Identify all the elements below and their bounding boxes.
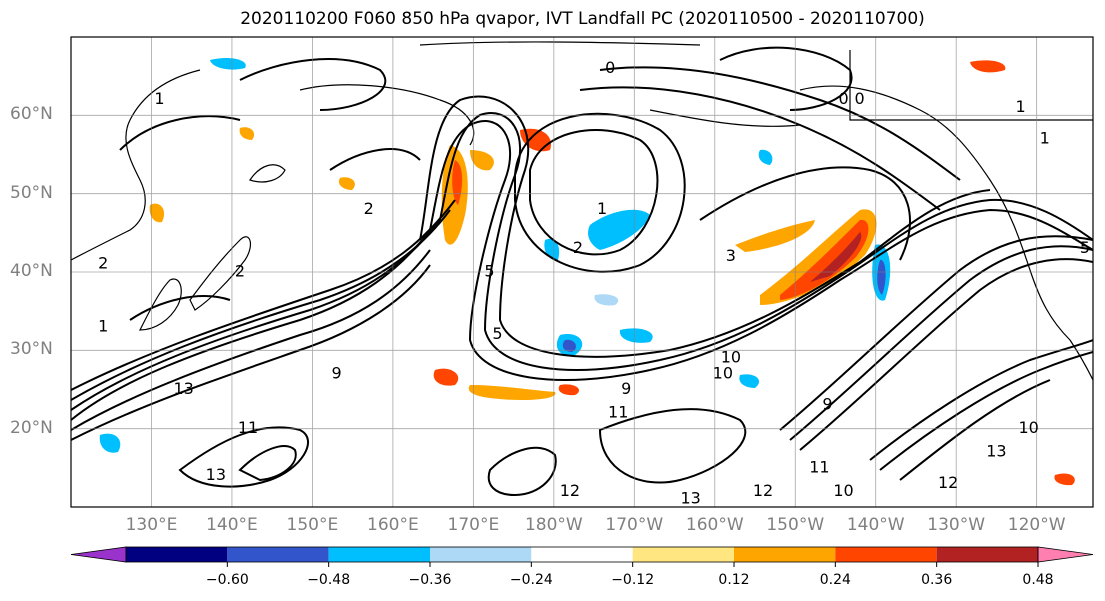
colorbar-segment <box>531 547 633 562</box>
contour-label: 13 <box>206 465 226 484</box>
latitude-label: 50°N <box>10 182 53 203</box>
contour-label: 9 <box>621 379 631 398</box>
contour-label: 2 <box>235 262 245 281</box>
longitude-label: 140°E <box>206 515 258 535</box>
longitude-label: 120°W <box>1007 515 1066 535</box>
contour-label: 9 <box>822 395 832 414</box>
contour-label: 12 <box>560 481 580 500</box>
colorbar-tick-label: −0.36 <box>408 572 452 588</box>
longitude-label: 160°W <box>685 515 744 535</box>
latitude-label: 40°N <box>10 261 53 281</box>
colorbar-segment <box>126 547 228 562</box>
colorbar-segment <box>835 547 937 562</box>
contour-label: 9 <box>331 363 341 382</box>
longitude-label: 160°E <box>367 515 419 535</box>
contour-label: 1 <box>154 89 164 108</box>
contour-label: 5 <box>484 262 494 281</box>
contour-label: 3 <box>726 246 736 265</box>
contour-label: 1 <box>1040 128 1050 147</box>
colorbar-segment <box>227 547 329 562</box>
colorbar-tick-label: 0.36 <box>921 572 953 588</box>
colorbar-extend-high <box>1037 546 1094 563</box>
contour-label: 13 <box>680 489 700 508</box>
colorbar-tick-label: −0.24 <box>509 572 553 588</box>
longitude-label: 130°W <box>927 515 986 535</box>
coastlines <box>71 41 1093 381</box>
contour-label: 10 <box>721 348 741 367</box>
contour-label: 10 <box>1018 418 1038 437</box>
contour-label: 11 <box>809 457 829 476</box>
colorbar-extend-low <box>70 546 127 563</box>
colorbar-tick-label: −0.60 <box>205 572 249 588</box>
longitude-label: 170°W <box>605 515 664 535</box>
contour-label: 0 <box>855 89 865 108</box>
contour-label: 12 <box>753 481 773 500</box>
contour-label: 11 <box>608 403 628 422</box>
longitude-label: 170°E <box>447 515 500 535</box>
colorbar-segment <box>734 547 836 562</box>
colorbar-tick-label: 0.24 <box>819 572 851 588</box>
contour-label: 2 <box>573 238 583 257</box>
map-title: 2020110200 F060 850 hPa qvapor, IVT Land… <box>240 9 925 29</box>
contour-label: 2 <box>364 199 374 218</box>
longitude-label: 150°E <box>286 515 339 535</box>
colorbar-segment <box>430 547 532 562</box>
latitude-label: 30°N <box>10 339 53 360</box>
longitude-label: 130°E <box>125 515 178 535</box>
colorbar-segment <box>632 547 734 562</box>
contour-label: 10 <box>833 481 853 500</box>
contour-label: 2 <box>98 254 108 273</box>
latitude-label: 60°N <box>10 104 53 125</box>
contour-label: 0 <box>838 89 848 108</box>
contour-label: 1 <box>98 316 108 335</box>
colorbar-tick-label: −0.12 <box>611 572 655 588</box>
gridlines <box>71 37 1093 507</box>
contour-label: 13 <box>986 442 1006 461</box>
contour-label: 1 <box>1015 97 1025 116</box>
colorbar-tick-label: −0.48 <box>307 572 351 588</box>
contour-label: 10 <box>713 363 733 382</box>
contour-label: 5 <box>1080 238 1090 257</box>
colorbar-segment <box>328 547 430 562</box>
contour-label: 0 <box>605 58 615 77</box>
contour-label: 12 <box>938 473 958 492</box>
contour-label: 13 <box>173 379 193 398</box>
latitude-label: 20°N <box>10 417 53 438</box>
colorbar-segment <box>936 547 1038 562</box>
longitude-label: 140°W <box>846 515 905 535</box>
contour-label: 5 <box>492 324 502 343</box>
longitude-label: 180°W <box>524 515 583 535</box>
contour-label: 11 <box>238 418 258 437</box>
contour-label: 1 <box>597 199 607 218</box>
colorbar-tick-label: 0.12 <box>718 572 750 588</box>
longitude-label: 150°W <box>766 515 825 535</box>
colorbar-tick-label: 0.48 <box>1022 572 1054 588</box>
